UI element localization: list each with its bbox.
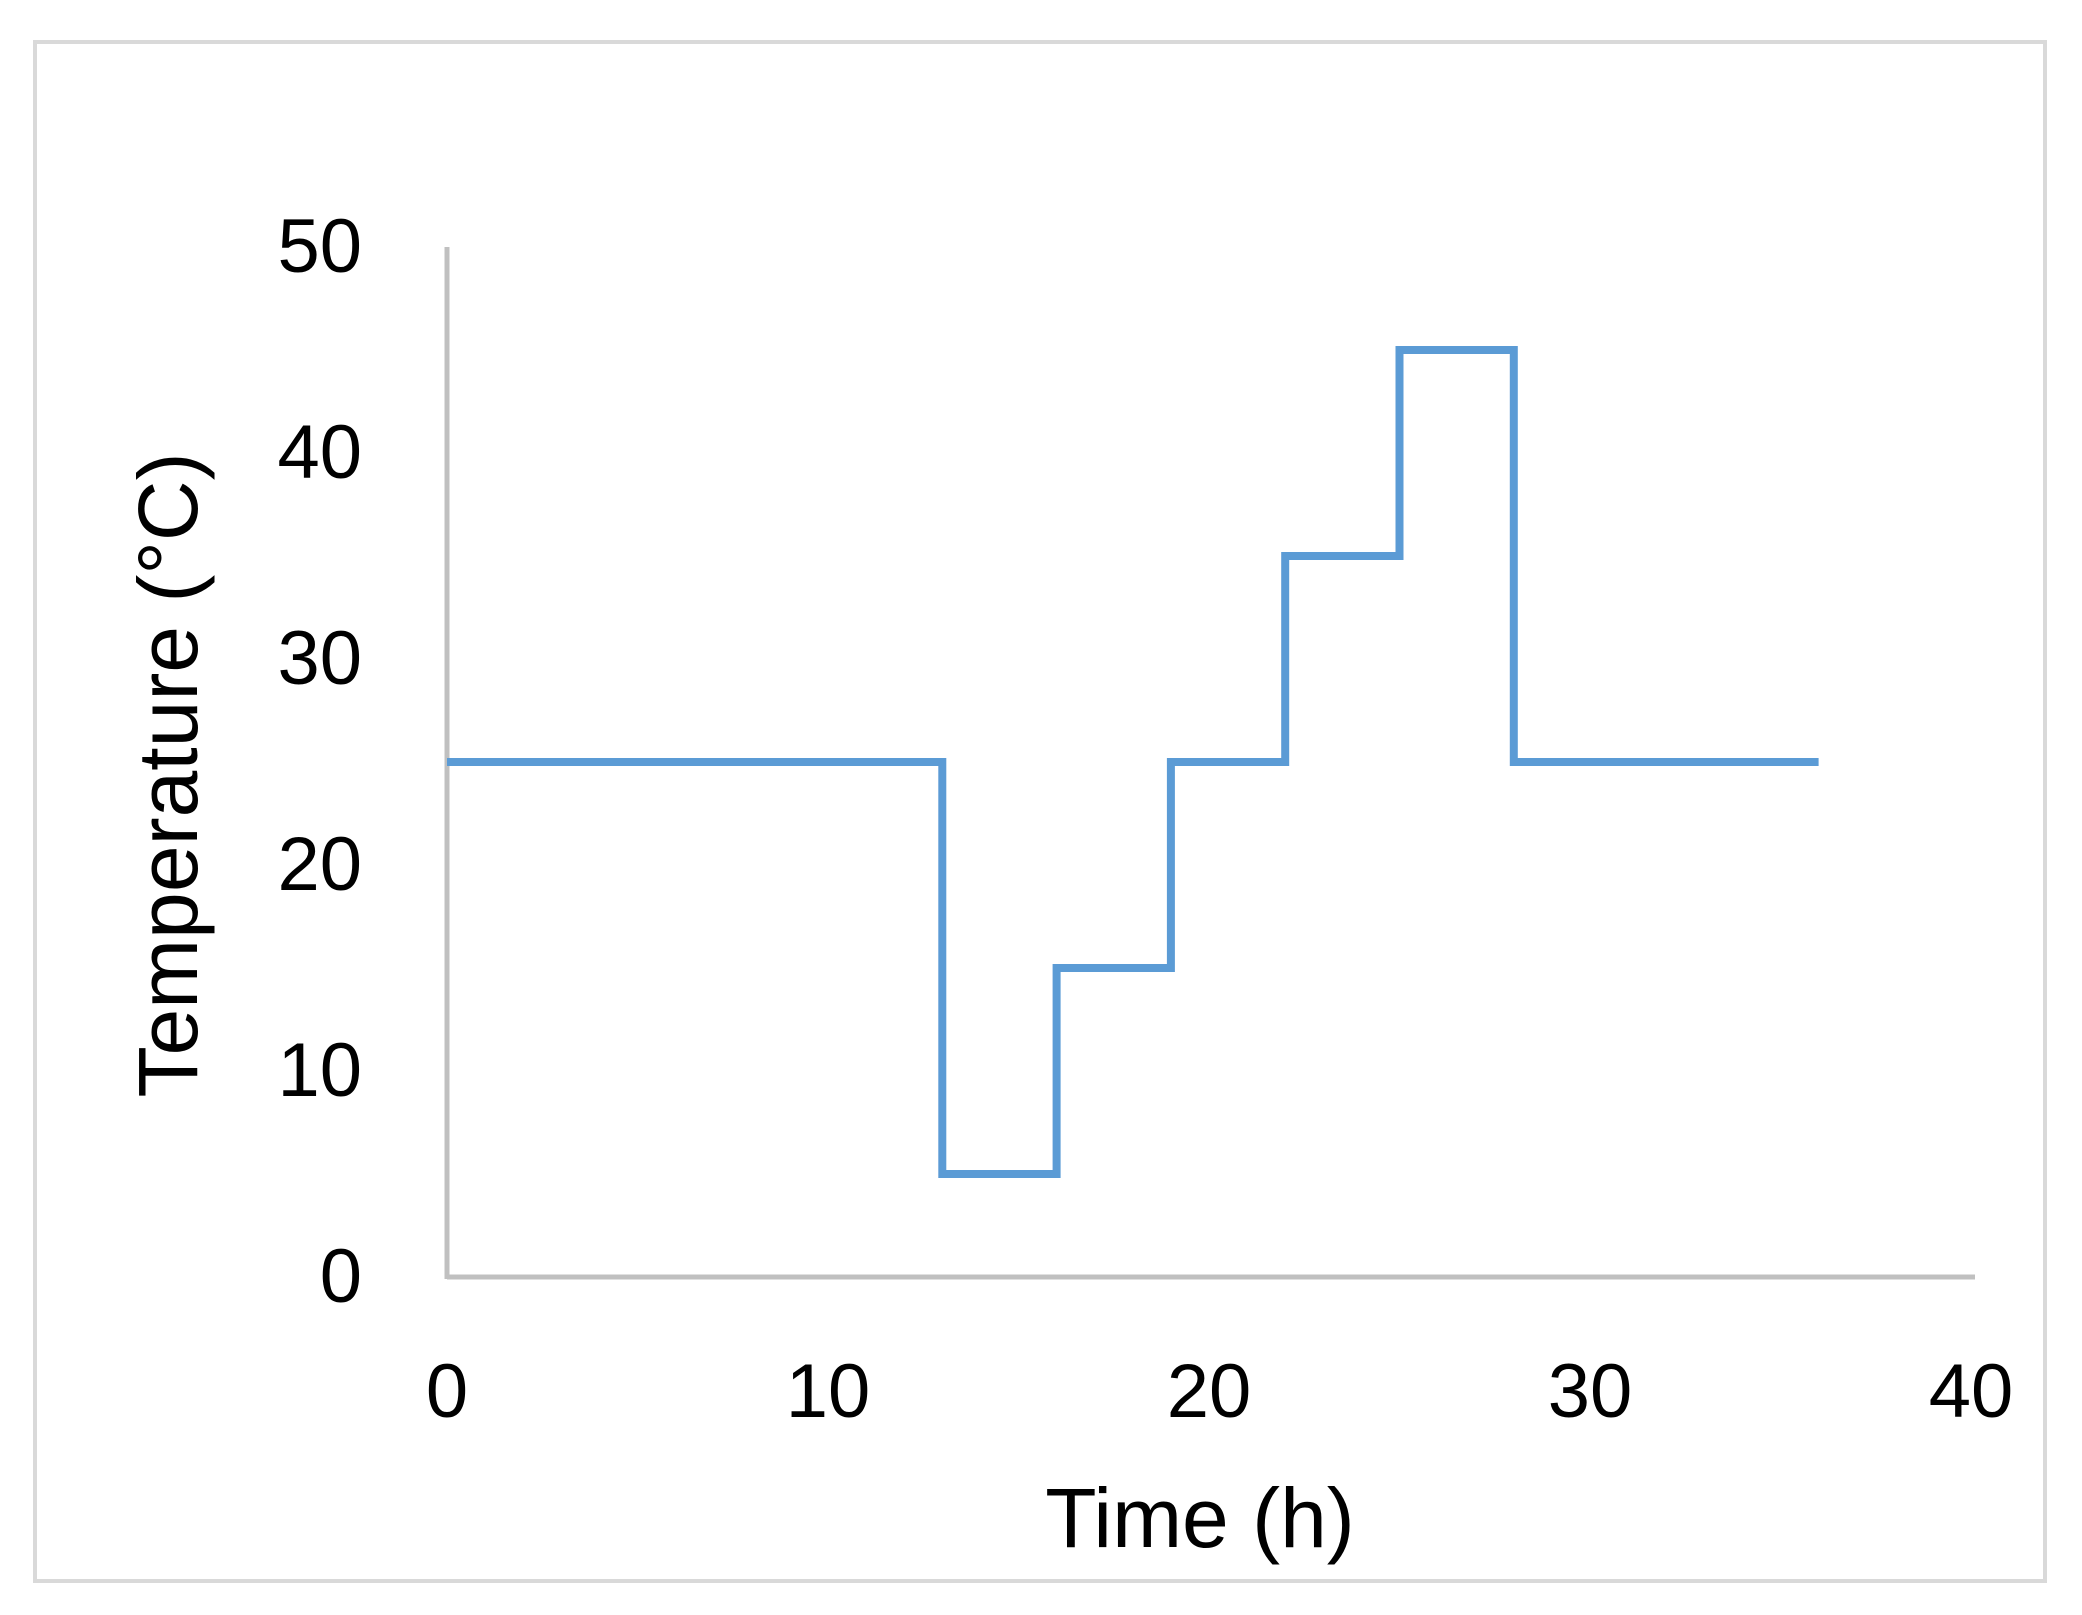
x-tick-label: 10 [785,1349,871,1434]
temperature-step-line [447,346,1819,1178]
y-tick-label: 40 [277,410,362,495]
y-tick-label: 10 [277,1028,362,1113]
x-tick-label: 0 [425,1349,469,1434]
x-axis-title: Time (h) [1045,1471,1355,1565]
x-tick-label: 40 [1928,1349,2014,1434]
y-tick-label: 0 [319,1234,362,1319]
x-tick-label: 20 [1166,1349,1252,1434]
chart-frame [33,40,2047,1583]
y-tick-label: 20 [277,822,362,907]
y-axis-title: Temperature (°C) [121,452,215,1098]
y-tick-label: 50 [277,204,362,289]
x-tick-label: 30 [1547,1349,1633,1434]
y-tick-label: 30 [277,616,362,701]
